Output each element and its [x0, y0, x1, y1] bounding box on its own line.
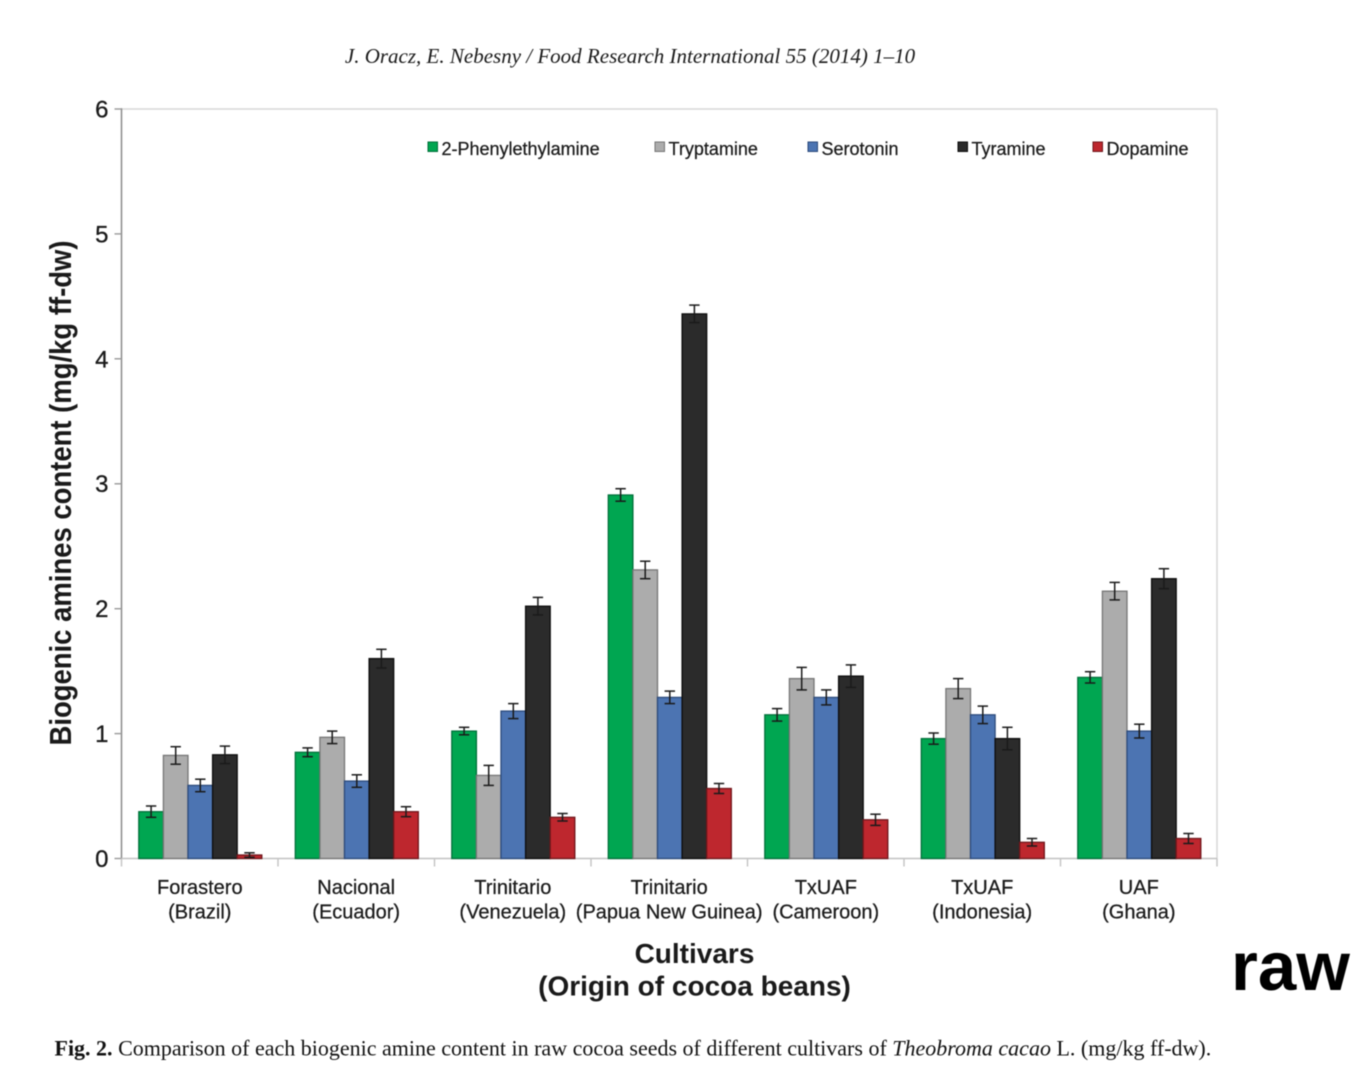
svg-text:(Ghana): (Ghana) — [1102, 902, 1175, 924]
svg-text:(Papua New Guinea): (Papua New Guinea) — [576, 902, 763, 924]
svg-text:(Brazil): (Brazil) — [168, 902, 231, 924]
svg-text:(Origin of cocoa beans): (Origin of cocoa beans) — [538, 971, 851, 1002]
svg-text:Biogenic amines content (mg/kg: Biogenic amines content (mg/kg ff-dw) — [43, 241, 78, 746]
svg-text:TxUAF: TxUAF — [795, 877, 857, 899]
svg-text:Nacional: Nacional — [317, 877, 395, 899]
svg-text:Trinitario: Trinitario — [474, 877, 551, 899]
svg-text:Dopamine: Dopamine — [1107, 139, 1189, 159]
svg-text:(Ecuador): (Ecuador) — [312, 902, 400, 924]
svg-text:2-Phenylethylamine: 2-Phenylethylamine — [442, 139, 600, 159]
svg-text:Fig. 2. Comparison of each bio: Fig. 2. Comparison of each biogenic amin… — [55, 1036, 1212, 1061]
svg-text:J. Oracz, E. Nebesny / Food Re: J. Oracz, E. Nebesny / Food Research Int… — [345, 44, 916, 68]
svg-text:UAF: UAF — [1119, 877, 1159, 899]
svg-text:5: 5 — [95, 221, 108, 248]
svg-text:TxUAF: TxUAF — [951, 877, 1013, 899]
svg-text:2: 2 — [95, 596, 108, 623]
svg-text:(Indonesia): (Indonesia) — [932, 902, 1032, 924]
svg-text:1: 1 — [95, 721, 108, 748]
svg-text:4: 4 — [95, 346, 108, 373]
svg-text:raw: raw — [1231, 928, 1350, 1005]
svg-text:Trinitario: Trinitario — [631, 877, 708, 899]
svg-text:Tyramine: Tyramine — [972, 139, 1046, 159]
svg-text:Cultivars: Cultivars — [635, 938, 755, 969]
svg-text:Tryptamine: Tryptamine — [669, 139, 758, 159]
svg-text:Serotonin: Serotonin — [822, 139, 899, 159]
svg-text:(Venezuela): (Venezuela) — [459, 902, 566, 924]
svg-text:Forastero: Forastero — [157, 877, 243, 899]
svg-text:3: 3 — [95, 471, 108, 498]
svg-text:0: 0 — [95, 846, 108, 873]
svg-text:(Cameroon): (Cameroon) — [772, 902, 879, 924]
svg-text:6: 6 — [95, 97, 108, 124]
